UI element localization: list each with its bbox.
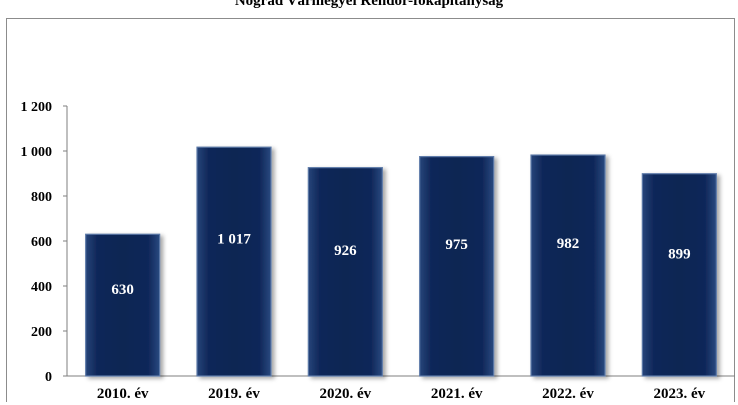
data-label: 975 [445,237,468,253]
x-tick-label: 2022. év [542,386,594,402]
data-label: 1 017 [217,231,251,247]
bar [419,156,495,377]
y-tick-label: 800 [31,190,52,205]
y-tick-label: 1 000 [21,145,53,160]
data-label: 982 [557,236,580,252]
data-label: 630 [111,282,134,298]
y-tick-label: 1 200 [21,100,53,115]
chart-frame [6,18,735,402]
chart-title: Nógrád Vármegyei Rendőr-főkapitányság [234,0,504,9]
bar [307,167,383,377]
data-label: 899 [668,247,691,263]
y-tick-label: 600 [31,235,52,250]
bar [196,146,272,377]
y-tick-label: 400 [31,280,52,295]
x-tick-label: 2021. év [431,386,483,402]
data-label: 926 [334,243,357,259]
x-tick-label: 2023. év [653,386,705,402]
x-tick-label: 2020. év [319,386,371,402]
bar [530,154,606,377]
bar [85,233,161,377]
x-tick-label: 2010. év [97,386,149,402]
bar [641,173,717,377]
y-tick-label: 200 [31,325,52,340]
y-tick-label: 0 [45,370,52,385]
x-tick-label: 2019. év [208,386,260,402]
